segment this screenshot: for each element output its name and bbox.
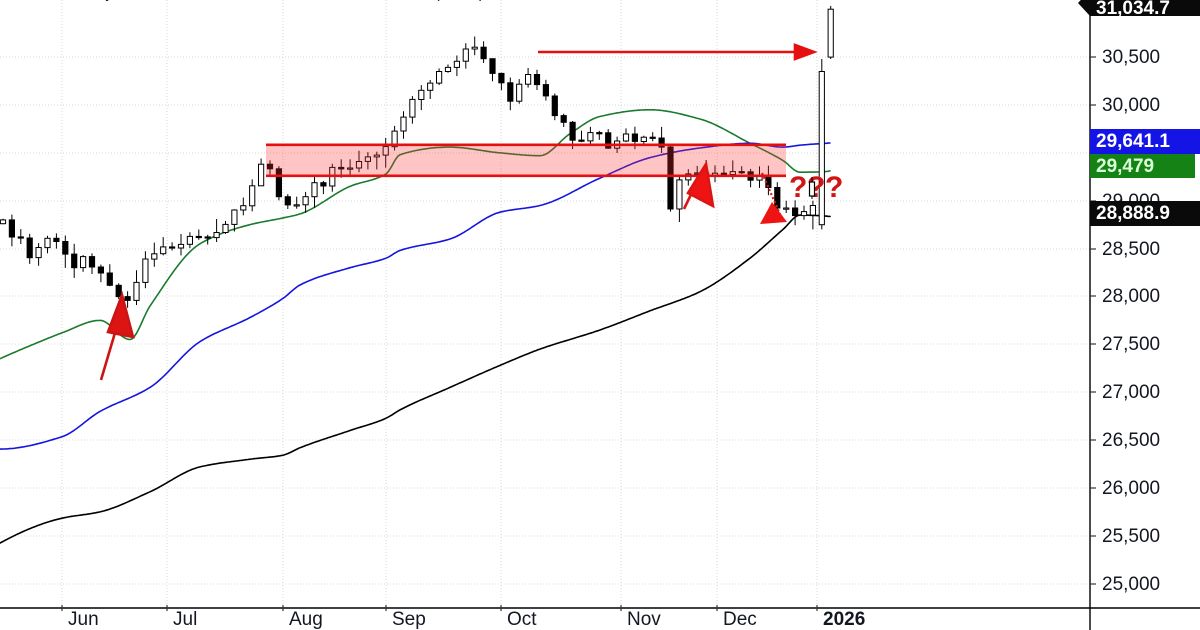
- svg-text:30,000: 30,000: [1102, 95, 1160, 116]
- svg-text:Oct: Oct: [507, 609, 537, 630]
- svg-text:Nov: Nov: [627, 609, 661, 630]
- svg-text:29,641.1: 29,641.1: [1096, 131, 1170, 152]
- svg-text:25,000: 25,000: [1102, 574, 1160, 595]
- svg-text:29,479: 29,479: [1096, 156, 1154, 177]
- svg-text:?: ?: [825, 171, 843, 204]
- svg-text:31,034.7: 31,034.7: [1096, 0, 1170, 19]
- svg-text:Jul: Jul: [173, 609, 197, 630]
- svg-text:28,500: 28,500: [1102, 239, 1160, 260]
- svg-text:30,500: 30,500: [1102, 47, 1160, 68]
- svg-text:Sep: Sep: [392, 609, 426, 630]
- svg-text:Jun: Jun: [68, 609, 99, 630]
- svg-text:Dec: Dec: [723, 609, 757, 630]
- svg-text:Aug: Aug: [289, 609, 323, 630]
- svg-text:25,500: 25,500: [1102, 526, 1160, 547]
- svg-text:?: ?: [789, 171, 807, 204]
- svg-text:28,888.9: 28,888.9: [1096, 203, 1170, 224]
- svg-text:27,000: 27,000: [1102, 382, 1160, 403]
- svg-text:2026: 2026: [823, 609, 865, 630]
- svg-text:27,500: 27,500: [1102, 334, 1160, 355]
- svg-text:28,000: 28,000: [1102, 286, 1160, 307]
- svg-text:26,000: 26,000: [1102, 478, 1160, 499]
- svg-text:$YM1!:00 · Daily · O: 30742.2: $YM1!:00 · Daily · O: 30742.2 H: 30790.1…: [2, 0, 617, 2]
- svg-text:26,500: 26,500: [1102, 430, 1160, 451]
